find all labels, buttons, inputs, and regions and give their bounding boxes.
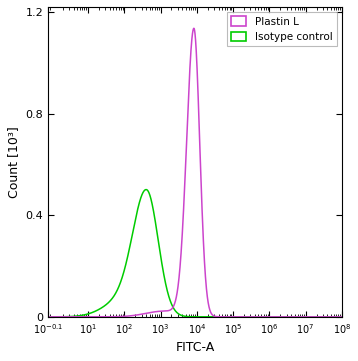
Legend: Plastin L, Isotype control: Plastin L, Isotype control [227,12,337,46]
X-axis label: FITC-A: FITC-A [175,341,214,354]
Y-axis label: Count [10³]: Count [10³] [7,126,20,198]
